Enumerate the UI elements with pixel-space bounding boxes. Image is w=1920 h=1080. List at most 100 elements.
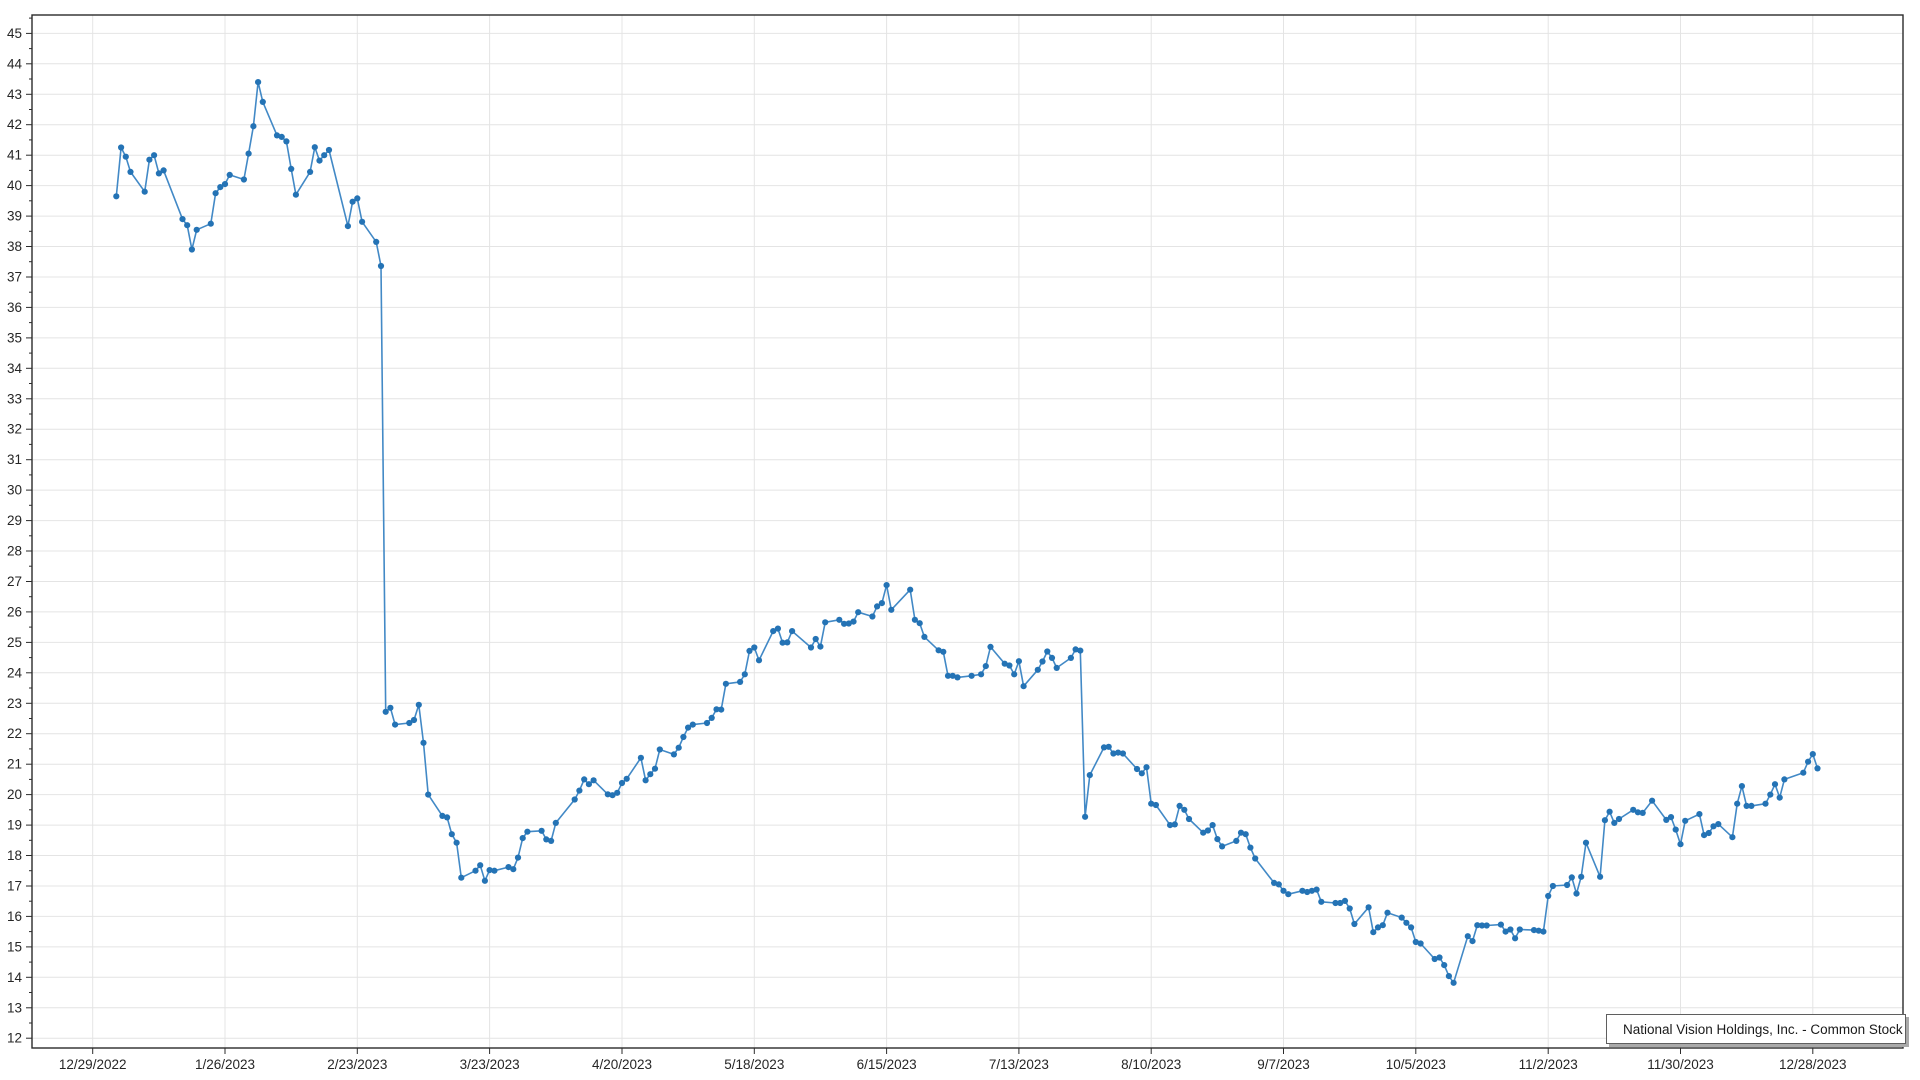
data-point: [1067, 654, 1074, 662]
data-point: [1748, 802, 1755, 810]
data-point: [1578, 873, 1585, 880]
data-point: [1006, 662, 1013, 669]
data-point: [911, 616, 919, 623]
data-point: [670, 751, 678, 758]
data-point: [1185, 815, 1193, 823]
data-point: [240, 176, 247, 183]
x-axis-label: 5/18/2023: [724, 1057, 784, 1072]
data-point: [656, 746, 663, 753]
y-axis-label: 21: [7, 757, 22, 772]
x-axis-label: 7/13/2023: [989, 1057, 1049, 1072]
data-point: [1738, 783, 1745, 790]
data-point: [193, 226, 200, 233]
data-point: [250, 123, 257, 130]
data-point: [1582, 839, 1590, 846]
data-point: [1568, 874, 1575, 881]
data-point: [1313, 886, 1320, 893]
data-point: [1601, 817, 1608, 824]
data-point: [1417, 940, 1424, 947]
data-point: [1176, 802, 1183, 810]
data-point: [1729, 834, 1736, 841]
data-point: [878, 600, 886, 607]
data-point: [1242, 831, 1249, 838]
y-axis-label: 12: [7, 1031, 22, 1046]
data-point: [425, 791, 432, 798]
data-point: [344, 223, 351, 230]
data-point: [226, 171, 233, 178]
data-point: [458, 874, 465, 881]
data-point: [552, 819, 559, 827]
data-point: [708, 714, 715, 722]
data-point: [1540, 928, 1547, 935]
data-point: [812, 635, 819, 643]
data-point: [1384, 909, 1391, 916]
data-point: [789, 628, 796, 635]
data-point: [1649, 797, 1656, 804]
x-axis-label: 4/20/2023: [592, 1057, 652, 1072]
y-axis-label: 15: [7, 939, 22, 954]
data-point: [1152, 801, 1159, 809]
data-point: [774, 625, 782, 632]
data-point: [746, 647, 753, 655]
x-axis-label: 9/7/2023: [1257, 1057, 1310, 1072]
data-point: [1299, 887, 1306, 894]
data-point: [377, 262, 385, 270]
data-point: [1450, 979, 1457, 986]
data-point: [259, 98, 266, 105]
data-point: [1696, 811, 1703, 818]
data-point: [1346, 905, 1353, 912]
data-point: [1639, 809, 1646, 817]
data-point: [1011, 671, 1018, 678]
data-point: [614, 789, 621, 796]
data-point: [207, 220, 214, 227]
y-axis-label: 22: [7, 726, 22, 741]
data-point: [160, 167, 167, 174]
y-axis-label: 38: [7, 239, 22, 254]
data-point: [354, 195, 361, 202]
data-point: [255, 79, 262, 86]
data-point: [1483, 922, 1490, 929]
x-axis-label: 11/30/2023: [1647, 1057, 1714, 1072]
data-point: [675, 744, 682, 751]
y-axis-label: 39: [7, 209, 22, 224]
data-point: [1705, 829, 1712, 837]
data-point: [1200, 829, 1207, 836]
data-point: [1271, 879, 1278, 887]
data-point: [217, 184, 224, 191]
y-axis-label: 14: [7, 970, 23, 985]
y-axis-label: 18: [7, 848, 22, 863]
data-point: [642, 777, 649, 784]
data-point: [1214, 836, 1221, 843]
y-axis-label: 40: [7, 178, 22, 193]
data-point: [519, 835, 526, 842]
x-axis-label: 12/28/2023: [1779, 1057, 1847, 1072]
data-point: [1370, 929, 1377, 936]
data-point: [1762, 800, 1769, 807]
data-point: [1233, 837, 1240, 845]
data-point: [1015, 658, 1023, 665]
data-point: [1374, 924, 1382, 931]
x-axis-label: 10/5/2023: [1386, 1057, 1446, 1072]
data-point: [392, 721, 399, 728]
data-point: [1672, 826, 1679, 833]
data-point: [1800, 769, 1807, 776]
data-point: [1507, 926, 1514, 933]
data-point: [883, 582, 890, 589]
data-point: [477, 862, 484, 869]
data-point: [1082, 813, 1089, 820]
x-axis-label: 6/15/2023: [857, 1057, 917, 1072]
data-point: [548, 837, 555, 845]
data-point: [184, 222, 191, 229]
data-point: [1332, 899, 1339, 907]
data-point: [321, 152, 328, 159]
data-point: [618, 779, 626, 787]
data-point: [1512, 935, 1519, 942]
data-point: [1341, 897, 1349, 905]
data-point: [623, 775, 630, 782]
data-point: [869, 613, 876, 620]
data-point: [420, 739, 427, 746]
data-point: [141, 188, 148, 195]
data-point: [514, 854, 522, 861]
x-axis-label: 3/23/2023: [460, 1057, 520, 1072]
data-point: [1805, 758, 1812, 765]
